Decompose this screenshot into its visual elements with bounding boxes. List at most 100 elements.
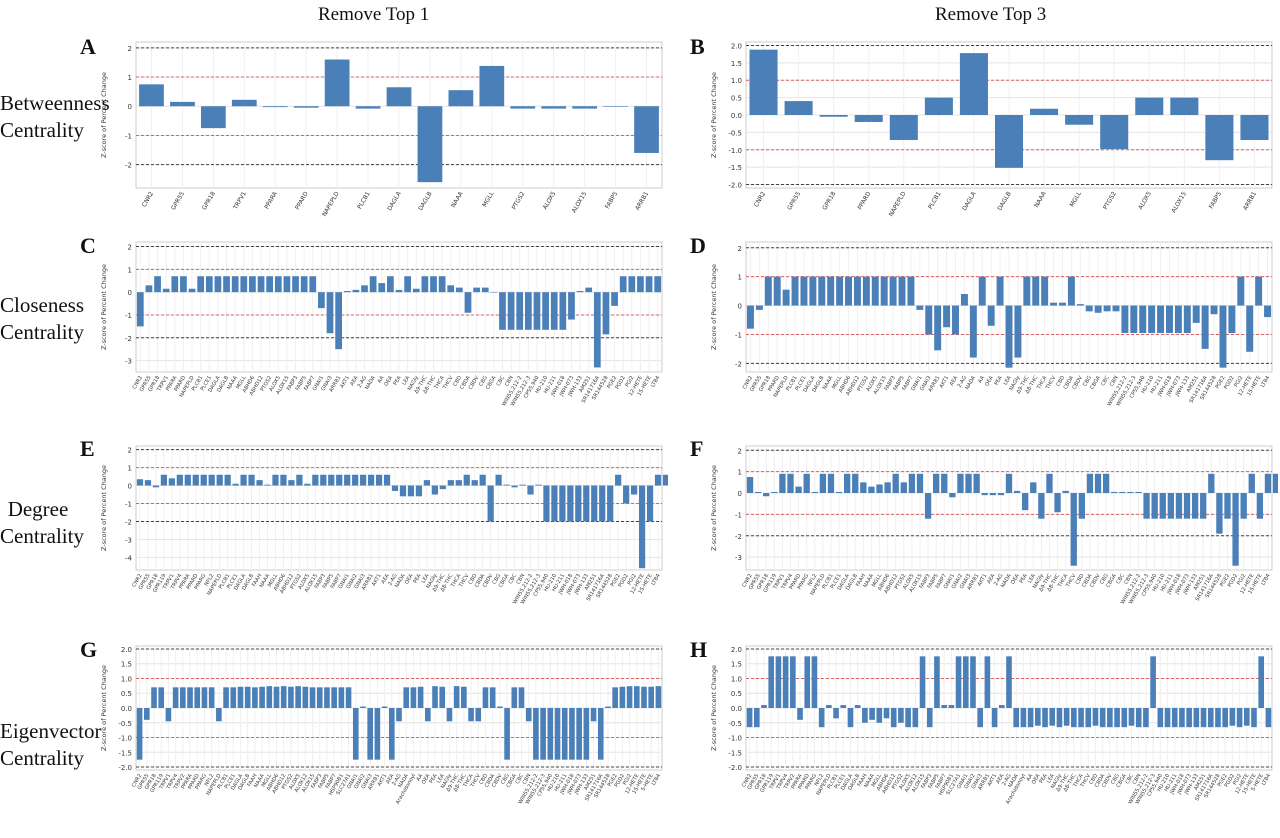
bar-CBDV	[1094, 473, 1102, 494]
bar-2-AG	[391, 485, 399, 491]
bar-GPR18	[764, 276, 772, 306]
x-tick-label: PPARD	[294, 190, 310, 211]
bar-HU-211	[559, 485, 566, 522]
row-label-line1: Eigenvector	[0, 719, 102, 743]
bar-CNR2	[746, 708, 753, 728]
bar-SLC27A1	[345, 687, 352, 708]
bar-AM251	[1192, 305, 1200, 323]
bar-NADA	[403, 687, 410, 708]
bar-GPR55	[784, 101, 813, 115]
bar-PPARA	[797, 708, 803, 720]
bar-FABP7	[907, 276, 915, 306]
bar-SR141716A	[1208, 473, 1215, 494]
bar-FABP3	[292, 276, 299, 293]
row-label-degree: Degree Centrality	[0, 496, 84, 550]
bar-LEA	[423, 480, 431, 486]
bar-GPR18	[151, 687, 157, 708]
bar-NAAA	[264, 484, 271, 486]
bar-THCA	[438, 276, 446, 293]
bar-ALOX15	[312, 474, 319, 486]
x-tick-label: DAGLB	[417, 191, 433, 212]
x-tick-label: CBN	[1109, 375, 1120, 388]
bar-CP55,940	[547, 708, 554, 760]
bar-LTB4	[654, 276, 662, 293]
bar-GNAI3	[367, 708, 373, 760]
bar-WIN55,212-3	[540, 708, 546, 760]
bar-DAGLA	[386, 87, 412, 107]
bar-CNR2	[136, 708, 143, 760]
x-tick-label: GPR18	[821, 190, 837, 211]
x-tick-label: CBD	[468, 573, 479, 586]
chart-svg: -2.0 -1.5 -1.0 -0.5 0.0 0.5 1.0 1.5 2.0 CNR2 GPR55…	[710, 41, 1273, 218]
x-tick-label: LEA	[1027, 573, 1037, 585]
bar-NAAA	[827, 276, 835, 306]
bar-ABHD6	[845, 276, 853, 306]
bar-PGI2	[1240, 493, 1247, 519]
bar-CNR2	[136, 479, 144, 486]
bar-TRPV1	[168, 478, 175, 486]
bar-PPARD	[194, 687, 201, 708]
bar-PPARD	[293, 106, 319, 108]
chart-panel-g: -2.0 -1.5 -1.0 -0.5 0.0 0.5 1.0 1.5 2.0 CNR2 GPR55…	[96, 640, 668, 836]
y-axis-label: Z-score of Percent Change	[100, 264, 108, 350]
bar-NAGly	[1056, 708, 1063, 728]
bar-LEA	[1049, 708, 1056, 726]
bar-LTB4	[1264, 305, 1272, 318]
bar-CBDV	[497, 706, 503, 708]
y-tick-label: 1	[128, 266, 132, 274]
bar-FABP3	[926, 708, 933, 728]
x-tick-label: CBN	[1132, 773, 1143, 786]
bar-PPARA	[262, 106, 288, 108]
bar-AM251	[591, 485, 598, 522]
bar-NAPEPLD	[324, 59, 350, 107]
bar-2-AG	[997, 493, 1005, 496]
bar-15-HETE	[641, 686, 647, 708]
x-tick-label: PPARA	[263, 190, 279, 211]
x-tick-label: CBN	[516, 573, 527, 586]
bar-DAGLA	[959, 53, 988, 115]
bar-AKT1	[381, 706, 388, 708]
bar-CBD	[1078, 493, 1085, 519]
bar-ARRB1	[984, 656, 991, 708]
x-tick-label: CBG	[1082, 375, 1093, 388]
bar-CNR2	[749, 49, 778, 115]
x-tick-label: LTB4	[650, 572, 662, 586]
chart-svg: -2 -1 0 1 2 CNR2 GPR55 GPR18 TRPV1 PPARA PPARD NAPE…	[100, 41, 663, 218]
bar-undefined	[1272, 473, 1278, 494]
bar-FABP7	[309, 276, 317, 293]
bar-15-HETE	[645, 276, 653, 293]
x-tick-label: NFL2	[204, 573, 216, 587]
bar-PPARD	[192, 474, 199, 486]
bar-Δ8-THC	[1071, 708, 1077, 728]
x-tick-label: AEA	[986, 573, 997, 585]
x-tick-label: GPR18	[201, 190, 217, 211]
x-tick-label: GPR55	[786, 190, 802, 211]
bar-OEA	[1013, 490, 1021, 494]
x-tick-label: LTB4	[650, 374, 662, 388]
bar-TRPV2	[180, 687, 186, 708]
bar-2-AG	[396, 708, 402, 722]
x-tick-label: 2-AG	[391, 773, 402, 787]
bar-12-HETE	[1243, 708, 1250, 726]
bar-MGLL	[479, 65, 505, 107]
y-tick-label: 0.5	[731, 690, 742, 698]
chart-panel-a: -2 -1 0 1 2 CNR2 GPR55 GPR18 TRPV1 PPARA PPARD NAPE…	[96, 36, 668, 232]
bar-FABP5	[1205, 115, 1234, 161]
bar-PPARG	[200, 474, 207, 486]
bar-SLC27A1	[955, 656, 962, 708]
bar-CBG	[495, 474, 502, 486]
bar-HU-211	[561, 708, 568, 760]
bar-TRPV2	[790, 656, 796, 708]
bar-FABP5	[300, 276, 308, 293]
x-tick-label: AKT1	[377, 773, 389, 787]
x-tick-label: PEA	[994, 375, 1004, 387]
bar-NAPEPLD	[188, 288, 196, 293]
bar-DAGLB	[852, 473, 859, 494]
bar-DAGLB	[994, 115, 1024, 168]
bar-CBG	[481, 287, 489, 293]
bar-12-HETE	[638, 485, 646, 569]
row-label-line1: Betweenness	[0, 91, 110, 115]
bar-PGD2	[619, 686, 626, 708]
bar-THCA	[1041, 276, 1049, 306]
bar-5-HETE	[648, 686, 655, 708]
